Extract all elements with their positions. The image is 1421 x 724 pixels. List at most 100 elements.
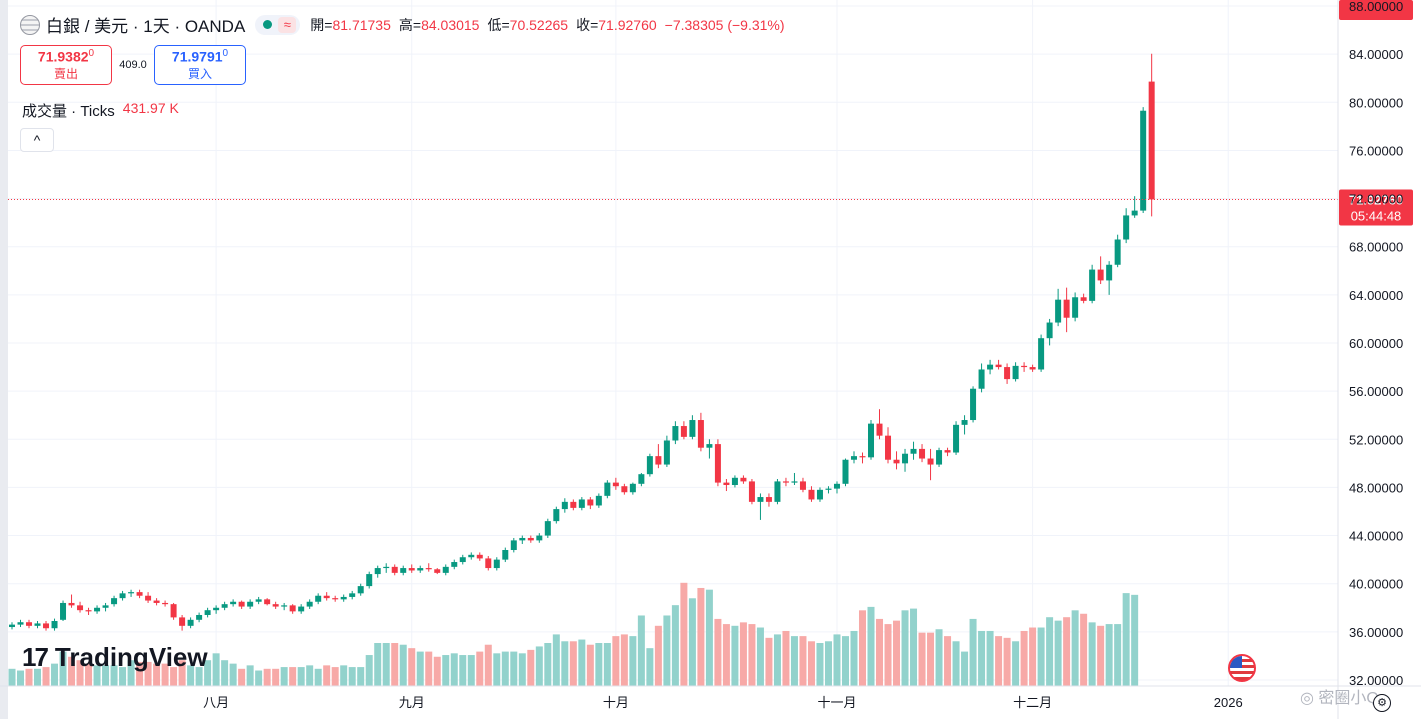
candle-body[interactable]: [85, 610, 92, 612]
buy-button[interactable]: 71.97910 買入: [154, 45, 246, 85]
candle-body[interactable]: [663, 440, 670, 465]
candle-body[interactable]: [740, 477, 747, 482]
candle-body[interactable]: [68, 602, 75, 606]
candle-body[interactable]: [425, 568, 432, 570]
candle-body[interactable]: [349, 593, 356, 597]
candle-body[interactable]: [238, 601, 245, 607]
candle-body[interactable]: [289, 605, 296, 612]
candle-body[interactable]: [255, 599, 262, 602]
candle-body[interactable]: [332, 598, 339, 600]
candle-body[interactable]: [204, 610, 211, 615]
candle-body[interactable]: [128, 592, 135, 594]
candle-body[interactable]: [1063, 299, 1070, 318]
candle-body[interactable]: [468, 554, 475, 558]
candle-body[interactable]: [808, 489, 815, 500]
candle-body[interactable]: [272, 604, 279, 607]
candle-body[interactable]: [170, 604, 177, 618]
candle-body[interactable]: [102, 605, 109, 608]
candle-body[interactable]: [340, 596, 347, 600]
candle-body[interactable]: [459, 557, 466, 563]
candle-body[interactable]: [111, 598, 118, 605]
candle-body[interactable]: [476, 554, 483, 559]
candle-body[interactable]: [936, 450, 943, 465]
candle-body[interactable]: [1140, 110, 1147, 211]
candle-body[interactable]: [247, 601, 254, 607]
candle-body[interactable]: [366, 574, 373, 587]
candle-body[interactable]: [221, 604, 228, 608]
candle-body[interactable]: [1148, 81, 1155, 200]
candle-body[interactable]: [859, 456, 866, 458]
candle-body[interactable]: [850, 456, 857, 460]
candle-body[interactable]: [213, 607, 220, 611]
candle-body[interactable]: [902, 453, 909, 464]
candle-body[interactable]: [77, 605, 84, 611]
candle-body[interactable]: [162, 602, 169, 605]
candle-body[interactable]: [842, 459, 849, 484]
candle-body[interactable]: [357, 586, 364, 594]
us-flag-event-icon[interactable]: [1228, 654, 1256, 682]
market-status-pill[interactable]: ≈: [255, 14, 301, 35]
candle-body[interactable]: [391, 566, 398, 573]
tradingview-logo[interactable]: 17 TradingView: [22, 642, 208, 673]
gear-icon[interactable]: ⚙: [1373, 694, 1391, 712]
candle-body[interactable]: [893, 459, 900, 464]
candle-body[interactable]: [561, 501, 568, 510]
candle-body[interactable]: [1055, 299, 1062, 323]
candle-body[interactable]: [417, 568, 424, 571]
candle-body[interactable]: [315, 595, 322, 602]
candle-body[interactable]: [604, 482, 611, 496]
candle-body[interactable]: [970, 388, 977, 421]
candle-body[interactable]: [60, 602, 67, 620]
candle-body[interactable]: [578, 499, 585, 508]
candle-body[interactable]: [757, 497, 764, 502]
candle-body[interactable]: [1046, 322, 1053, 339]
candle-body[interactable]: [638, 474, 645, 484]
candle-body[interactable]: [1080, 297, 1087, 301]
candle-body[interactable]: [1072, 297, 1079, 318]
candle-body[interactable]: [519, 537, 526, 541]
candle-body[interactable]: [136, 592, 143, 596]
candle-body[interactable]: [264, 599, 271, 605]
candle-body[interactable]: [791, 481, 798, 483]
candle-body[interactable]: [553, 509, 560, 522]
candle-body[interactable]: [196, 614, 203, 620]
candle-body[interactable]: [723, 482, 730, 486]
candle-body[interactable]: [281, 605, 288, 607]
candle-body[interactable]: [51, 621, 58, 629]
candle-body[interactable]: [187, 619, 194, 626]
candle-body[interactable]: [34, 623, 41, 626]
candle-body[interactable]: [442, 566, 449, 573]
candle-body[interactable]: [1038, 338, 1045, 370]
candle-body[interactable]: [714, 444, 721, 483]
candle-body[interactable]: [731, 477, 738, 486]
candle-body[interactable]: [323, 595, 330, 599]
candle-body[interactable]: [646, 456, 653, 475]
candle-body[interactable]: [706, 444, 713, 448]
collapse-legend-button[interactable]: ^: [20, 128, 54, 152]
candle-body[interactable]: [119, 593, 126, 599]
candle-body[interactable]: [1097, 269, 1104, 281]
candle-body[interactable]: [748, 481, 755, 502]
candle-body[interactable]: [944, 450, 951, 453]
candle-body[interactable]: [400, 568, 407, 573]
candle-body[interactable]: [9, 624, 15, 628]
candlesticks[interactable]: [9, 53, 1155, 631]
candle-body[interactable]: [1114, 239, 1121, 265]
candle-body[interactable]: [987, 364, 994, 370]
candle-body[interactable]: [680, 426, 687, 437]
candle-body[interactable]: [1131, 210, 1138, 216]
candle-body[interactable]: [595, 495, 602, 506]
candle-body[interactable]: [1021, 365, 1028, 368]
candle-body[interactable]: [1123, 215, 1130, 240]
candle-body[interactable]: [689, 420, 696, 437]
candle-body[interactable]: [374, 568, 381, 575]
candle-body[interactable]: [1004, 367, 1011, 380]
candle-body[interactable]: [587, 499, 594, 506]
candle-body[interactable]: [26, 622, 33, 626]
candle-body[interactable]: [570, 501, 577, 508]
candle-body[interactable]: [510, 540, 517, 551]
candle-body[interactable]: [43, 623, 50, 629]
candle-body[interactable]: [833, 483, 840, 489]
candle-body[interactable]: [383, 566, 390, 569]
candle-body[interactable]: [816, 489, 823, 500]
